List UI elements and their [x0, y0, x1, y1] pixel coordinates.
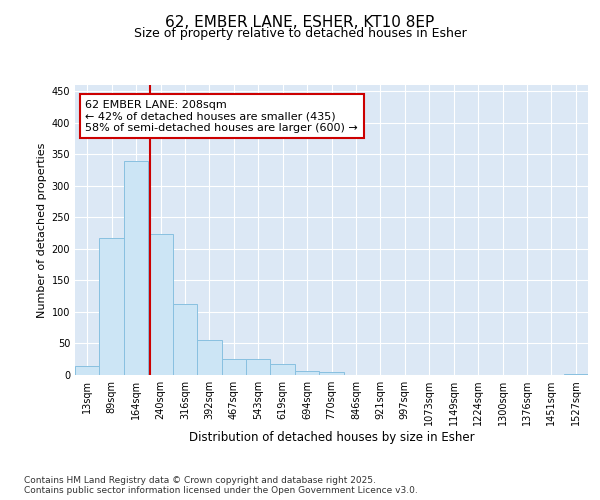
Bar: [75, 366, 100, 375]
Text: 62, EMBER LANE, ESHER, KT10 8EP: 62, EMBER LANE, ESHER, KT10 8EP: [166, 15, 434, 30]
Bar: [563, 374, 588, 375]
Bar: [148, 234, 173, 375]
Bar: [295, 370, 319, 375]
Bar: [197, 340, 221, 375]
Text: Size of property relative to detached houses in Esher: Size of property relative to detached ho…: [134, 28, 466, 40]
Bar: [319, 372, 344, 375]
Y-axis label: Number of detached properties: Number of detached properties: [37, 142, 47, 318]
Bar: [124, 160, 148, 375]
Text: 62 EMBER LANE: 208sqm
← 42% of detached houses are smaller (435)
58% of semi-det: 62 EMBER LANE: 208sqm ← 42% of detached …: [85, 100, 358, 132]
Bar: [221, 358, 246, 375]
Bar: [271, 364, 295, 375]
Text: Contains HM Land Registry data © Crown copyright and database right 2025.
Contai: Contains HM Land Registry data © Crown c…: [24, 476, 418, 495]
Bar: [246, 359, 271, 375]
Bar: [100, 238, 124, 375]
Bar: [173, 304, 197, 375]
X-axis label: Distribution of detached houses by size in Esher: Distribution of detached houses by size …: [188, 431, 475, 444]
